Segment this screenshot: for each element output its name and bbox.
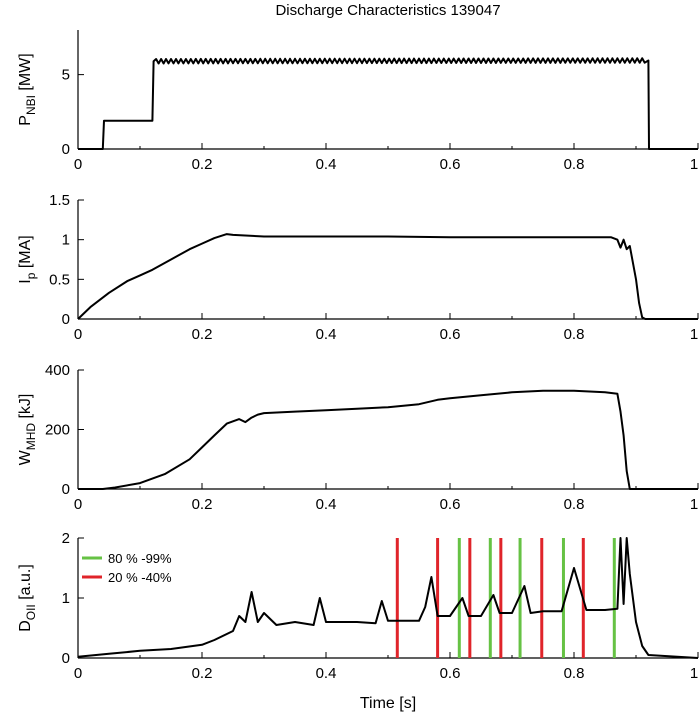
x-tick-label: 1 <box>690 326 698 343</box>
x-tick-label: 0.6 <box>440 665 461 682</box>
y-tick-label: 0.5 <box>49 271 70 288</box>
x-tick-label: 0.4 <box>316 496 337 513</box>
panel-doii: 0 0.2 0.4 0.6 0.8 1 0 1 2 DOII [a.u.] 80 % -99% 20 … <box>17 530 699 682</box>
panel-wmhd: 0 0.2 0.4 0.6 0.8 1 0 200 400 WMHD [kJ] <box>17 362 699 513</box>
y-tick-label: 1 <box>62 232 70 249</box>
y-tick-label: 0 <box>62 650 70 667</box>
legend-label: 80 % -99% <box>108 551 172 566</box>
panel-ip: 0 0.2 0.4 0.6 0.8 1 0 0.5 1 1.5 Ip [MA] <box>17 192 699 343</box>
x-tick-label: 0.8 <box>564 665 585 682</box>
panel-pnbi: 0 0.2 0.4 0.6 0.8 1 0 5 PNBI [MW] <box>17 30 699 173</box>
x-tick-label: 0.4 <box>316 156 337 173</box>
y-tick-label: 0 <box>62 141 70 158</box>
x-tick-label: 0.8 <box>564 156 585 173</box>
x-tick-label: 1 <box>690 156 698 173</box>
series-line <box>78 389 698 490</box>
x-tick-label: 0 <box>74 326 82 343</box>
x-tick-label: 1 <box>690 496 698 513</box>
y-axis-label: PNBI [MW] <box>17 53 38 125</box>
figure-title: Discharge Characteristics 139047 <box>275 2 500 19</box>
y-tick-label: 0 <box>62 311 70 328</box>
series-line <box>77 233 698 320</box>
y-axis-label: DOII [a.u.] <box>17 564 38 632</box>
y-axis-label: WMHD [kJ] <box>17 394 38 466</box>
series-line <box>78 57 698 150</box>
y-tick-label: 2 <box>62 530 70 547</box>
x-tick-label: 0.2 <box>192 156 213 173</box>
x-tick-label: 0.2 <box>192 326 213 343</box>
y-tick-label: 400 <box>45 362 70 379</box>
y-tick-label: 0 <box>62 481 70 498</box>
x-tick-label: 0.8 <box>564 326 585 343</box>
x-tick-label: 0 <box>74 665 82 682</box>
x-tick-label: 0.6 <box>440 156 461 173</box>
x-tick-label: 0.4 <box>316 665 337 682</box>
x-tick-label: 0.8 <box>564 496 585 513</box>
y-axis-label: Ip [MA] <box>17 235 38 283</box>
y-tick-label: 1.5 <box>49 192 70 209</box>
x-tick-label: 0.2 <box>192 665 213 682</box>
y-tick-label: 5 <box>62 67 70 84</box>
x-tick-label: 0.2 <box>192 496 213 513</box>
x-axis-label: Time [s] <box>360 695 416 712</box>
series-line <box>77 537 699 659</box>
x-tick-label: 0 <box>74 156 82 173</box>
x-tick-label: 0.4 <box>316 326 337 343</box>
y-tick-label: 1 <box>62 590 70 607</box>
y-tick-label: 200 <box>45 422 70 439</box>
x-tick-label: 0.6 <box>440 496 461 513</box>
x-tick-label: 1 <box>690 665 698 682</box>
legend-label: 20 % -40% <box>108 570 172 585</box>
x-tick-label: 0.6 <box>440 326 461 343</box>
x-tick-label: 0 <box>74 496 82 513</box>
